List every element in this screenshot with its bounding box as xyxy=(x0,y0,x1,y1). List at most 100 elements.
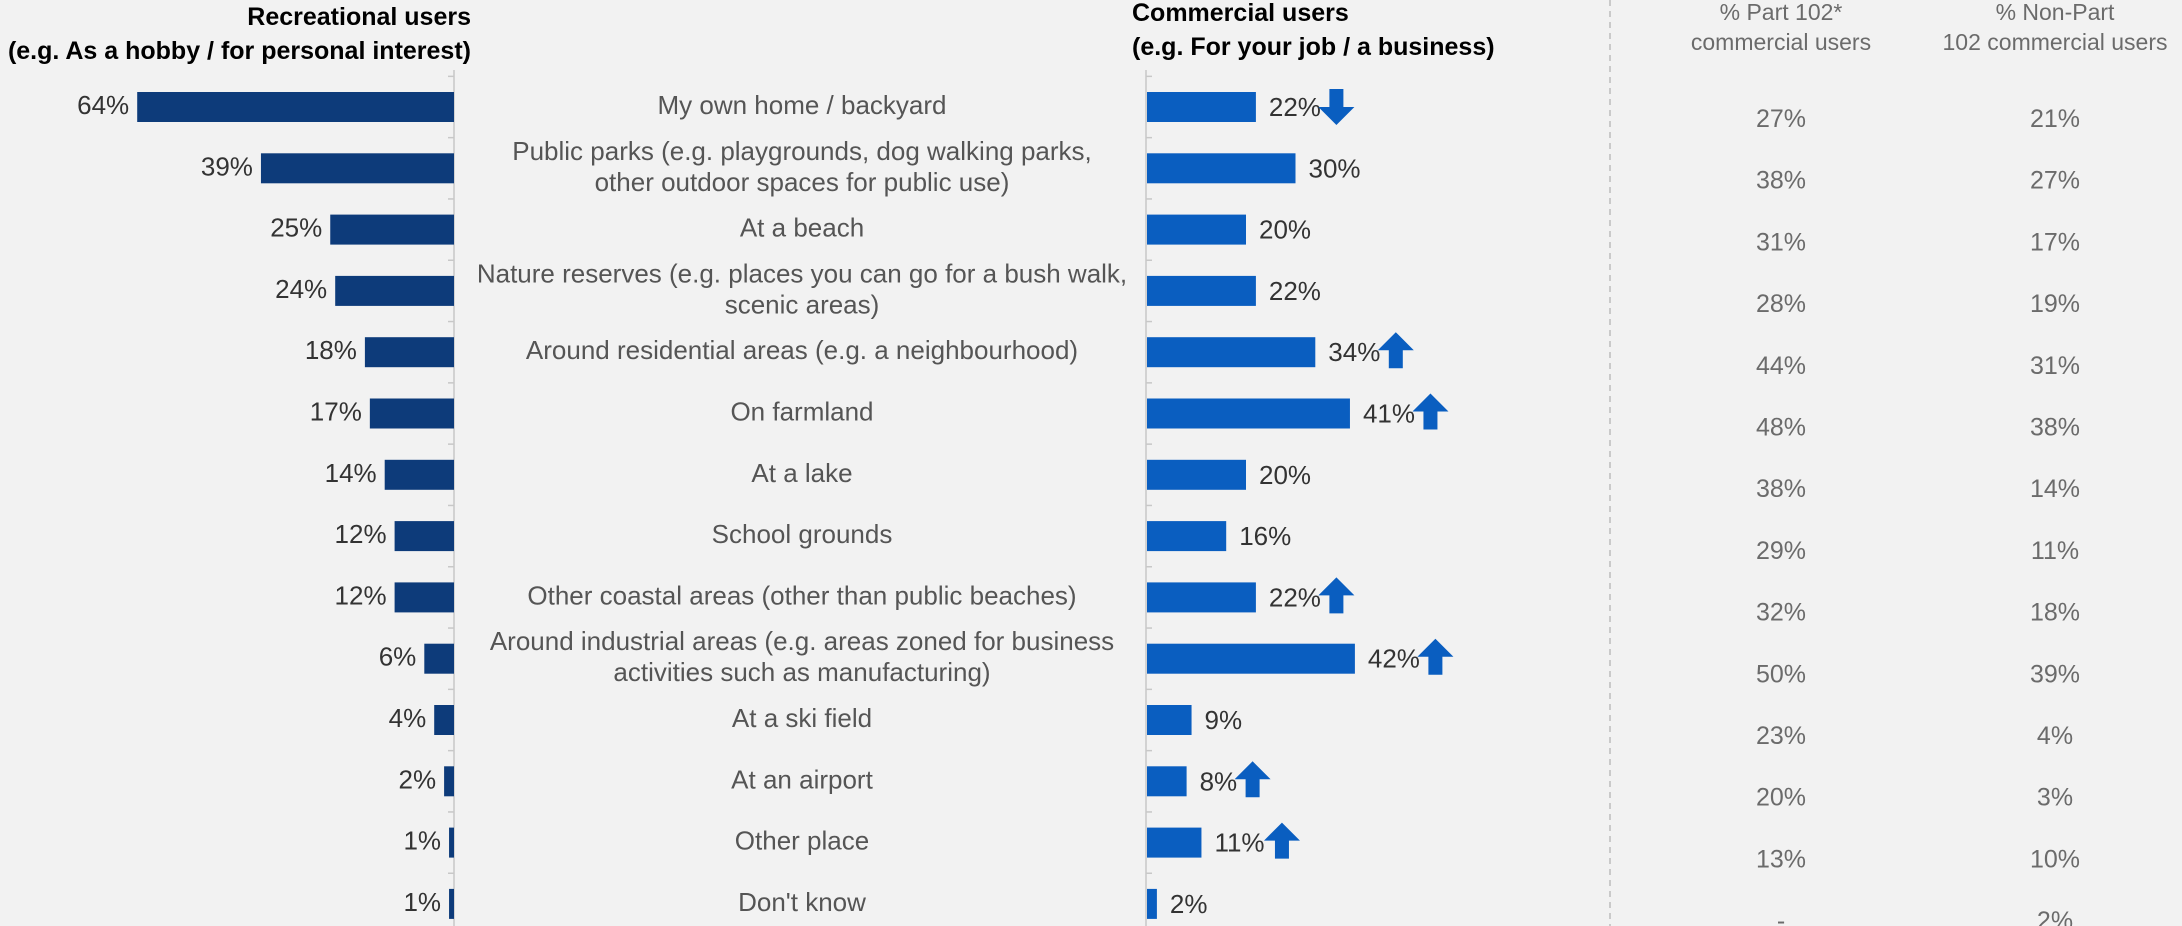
part102-value: 13% xyxy=(1756,845,1806,873)
recreational-label: 6% xyxy=(379,642,417,672)
part102-value: 44% xyxy=(1756,352,1806,380)
part102-value: 48% xyxy=(1756,414,1806,442)
part102-value: 28% xyxy=(1756,290,1806,318)
commercial-bar xyxy=(1147,459,1246,490)
commercial-label: 20% xyxy=(1259,460,1311,490)
nonpart102-value: 38% xyxy=(2030,414,2080,442)
commercial-bar xyxy=(1147,521,1227,552)
nonpart102-column-header: % Non-Part 102 commercial users xyxy=(1925,0,2182,57)
commercial-bar xyxy=(1147,643,1355,674)
nonpart102-value: 2% xyxy=(2037,907,2073,926)
commercial-label: 20% xyxy=(1259,215,1311,245)
part102-header-line1: % Part 102* xyxy=(1719,0,1843,25)
category-label: Public parks (e.g. playgrounds, dog walk… xyxy=(512,136,1092,166)
recreational-label: 24% xyxy=(275,274,327,304)
recreational-bar xyxy=(449,888,454,919)
nonpart102-value: 18% xyxy=(2030,599,2080,627)
nonpart102-value: 4% xyxy=(2037,722,2073,750)
part102-value: 27% xyxy=(1756,105,1806,133)
part102-value: 32% xyxy=(1756,599,1806,627)
part102-value: 50% xyxy=(1756,660,1806,688)
category-label: Don't know xyxy=(738,887,866,917)
commercial-bar xyxy=(1147,337,1316,368)
nonpart102-value: 27% xyxy=(2030,167,2080,195)
commercial-bar xyxy=(1147,827,1202,858)
recreational-label: 12% xyxy=(335,580,387,610)
commercial-bar xyxy=(1147,582,1256,613)
recreational-bar xyxy=(330,214,454,245)
nonpart102-value: 14% xyxy=(2030,475,2080,503)
commercial-subtitle: (e.g. For your job / a business) xyxy=(1132,33,1495,61)
commercial-label: 8% xyxy=(1200,766,1238,796)
recreational-label: 18% xyxy=(305,335,357,365)
recreational-bar xyxy=(394,521,454,552)
category-label: Around residential areas (e.g. a neighbo… xyxy=(526,335,1078,365)
recreational-label: 1% xyxy=(403,826,441,856)
commercial-bar xyxy=(1147,214,1246,245)
recreational-bar xyxy=(364,337,454,368)
recreational-bar xyxy=(369,398,454,429)
nonpart102-value: 21% xyxy=(2030,105,2080,133)
nonpart102-header-line2: 102 commercial users xyxy=(1942,29,2168,55)
commercial-label: 22% xyxy=(1269,582,1321,612)
category-label: activities such as manufacturing) xyxy=(613,657,990,687)
commercial-bar xyxy=(1147,275,1256,306)
recreational-bar xyxy=(394,582,454,613)
recreational-bar xyxy=(137,92,454,122)
commercial-label: 22% xyxy=(1269,92,1321,122)
recreational-title: Recreational users xyxy=(247,3,471,31)
commercial-header: Commercial users (e.g. For your job / a … xyxy=(1132,0,1495,64)
category-label: School grounds xyxy=(712,519,893,549)
recreational-header: Recreational users (e.g. As a hobby / fo… xyxy=(8,0,471,68)
recreational-label: 2% xyxy=(399,764,437,794)
commercial-label: 9% xyxy=(1205,705,1243,735)
part102-value: 29% xyxy=(1756,537,1806,565)
commercial-label: 41% xyxy=(1363,399,1415,429)
category-label: At a beach xyxy=(740,213,864,243)
part102-value: 38% xyxy=(1756,167,1806,195)
recreational-bar xyxy=(384,459,454,490)
arrow-down-icon xyxy=(1318,89,1355,125)
recreational-bar xyxy=(260,153,454,184)
recreational-bar xyxy=(444,766,454,797)
category-label: scenic areas) xyxy=(725,289,880,319)
recreational-label: 17% xyxy=(310,397,362,427)
nonpart102-value: 19% xyxy=(2030,290,2080,318)
category-label: At a ski field xyxy=(732,703,872,733)
part102-value: 20% xyxy=(1756,784,1806,812)
commercial-label: 22% xyxy=(1269,276,1321,306)
commercial-bar xyxy=(1147,398,1350,429)
part102-value: 23% xyxy=(1756,722,1806,750)
commercial-label: 30% xyxy=(1309,153,1361,183)
nonpart102-value: 10% xyxy=(2030,845,2080,873)
arrow-up-icon xyxy=(1412,393,1449,430)
category-label: Around industrial areas (e.g. areas zone… xyxy=(490,626,1114,656)
nonpart102-value: 3% xyxy=(2037,784,2073,812)
part102-column-header: % Part 102* commercial users xyxy=(1651,0,1911,57)
part102-value: - xyxy=(1777,907,1785,926)
commercial-bar xyxy=(1147,92,1256,122)
commercial-label: 2% xyxy=(1170,889,1208,919)
category-label: Nature reserves (e.g. places you can go … xyxy=(477,258,1127,288)
category-label: Other place xyxy=(735,826,869,856)
recreational-label: 14% xyxy=(325,458,377,488)
recreational-bar xyxy=(335,275,454,306)
recreational-label: 64% xyxy=(77,90,129,120)
arrow-up-icon xyxy=(1318,577,1355,614)
category-label: On farmland xyxy=(730,397,873,427)
nonpart102-value: 17% xyxy=(2030,228,2080,256)
category-label: At a lake xyxy=(751,458,852,488)
commercial-label: 11% xyxy=(1214,828,1264,858)
nonpart102-header-line1: % Non-Part xyxy=(1995,0,2115,25)
nonpart102-value: 11% xyxy=(2031,537,2079,565)
commercial-bar xyxy=(1147,766,1187,797)
recreational-label: 12% xyxy=(335,519,387,549)
nonpart102-value: 31% xyxy=(2030,352,2080,380)
commercial-bar xyxy=(1147,888,1157,919)
part102-value: 38% xyxy=(1756,475,1806,503)
category-label: Other coastal areas (other than public b… xyxy=(527,580,1076,610)
arrow-up-icon xyxy=(1234,761,1271,798)
category-label: other outdoor spaces for public use) xyxy=(595,167,1010,197)
commercial-bar xyxy=(1147,153,1296,184)
recreational-subtitle: (e.g. As a hobby / for personal interest… xyxy=(7,37,471,65)
